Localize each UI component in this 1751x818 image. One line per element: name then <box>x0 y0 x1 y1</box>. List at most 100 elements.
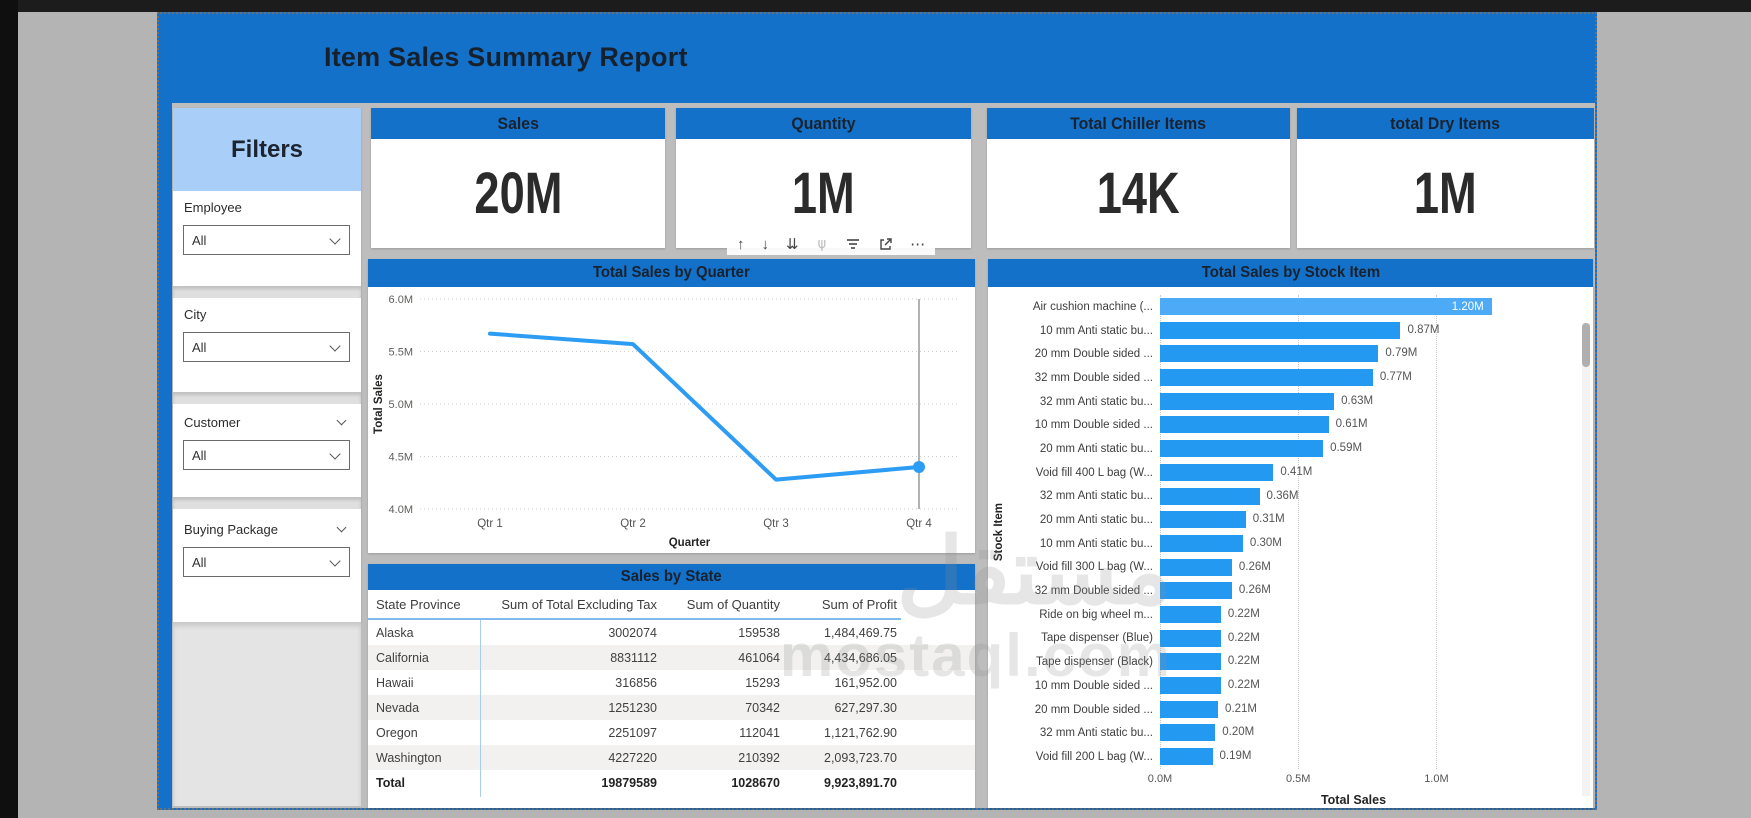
drill-up-icon[interactable]: ↑ <box>737 235 745 253</box>
kpi-card-quantity: Quantity 1M <box>676 108 971 248</box>
bar[interactable] <box>1160 534 1243 552</box>
table-row[interactable]: Oregon 2251097 112041 1,121,762.90 <box>368 720 975 745</box>
go-to-next-level-icon[interactable]: ⇊ <box>786 235 799 253</box>
slicer-label-city: City <box>184 307 207 322</box>
column-header-sum-of-profit[interactable]: Sum of Profit <box>821 596 897 612</box>
line-y-axis-title: Total Sales <box>373 374 385 434</box>
table-row[interactable]: Washington 4227220 210392 2,093,723.70 <box>368 745 975 770</box>
dropdown-value: All <box>192 447 207 463</box>
bar-category-label: Void fill 400 L bag (W... <box>1035 466 1153 479</box>
bar[interactable] <box>1160 629 1221 647</box>
chevron-down-icon <box>329 448 341 460</box>
bar[interactable] <box>1160 487 1260 505</box>
table-cell: 8831112 <box>610 650 657 665</box>
drill-down-icon[interactable]: ↓ <box>761 235 770 253</box>
bar[interactable] <box>1160 558 1232 576</box>
bar[interactable] <box>1160 369 1373 387</box>
bar-value-label: 0.19M <box>1219 750 1252 763</box>
kpi-value-text: 20M <box>473 161 562 226</box>
table-row[interactable]: Nevada 1251230 70342 627,297.30 <box>368 695 975 720</box>
data-point-marker[interactable] <box>913 461 925 473</box>
bar[interactable] <box>1160 392 1335 410</box>
bar-category-label: 20 mm Anti static bu... <box>1039 514 1153 527</box>
table-total-cell: Total <box>376 775 405 790</box>
kpi-title-bar: total Dry Items <box>1297 108 1594 139</box>
bar-chart-scrollbar[interactable] <box>1582 323 1590 796</box>
expand-all-levels-icon: ⋔ <box>815 235 829 253</box>
bar-row-32-mm-anti-static-bu: 32 mm Anti static bu... 0.20M <box>1010 721 1577 745</box>
kpi-card-total-chiller-items: Total Chiller Items 14K <box>987 108 1290 248</box>
table-row[interactable]: Hawaii 316856 15293 161,952.00 <box>368 670 975 695</box>
table-row[interactable]: California 8831112 461064 4,434,686.05 <box>368 645 975 670</box>
bar[interactable] <box>1160 582 1232 600</box>
dropdown-customer[interactable]: All <box>183 440 350 470</box>
table-column-separator <box>480 620 481 797</box>
report-canvas[interactable]: Item Sales Summary Report Filters Employ… <box>157 12 1597 810</box>
scrollbar-thumb[interactable] <box>1582 323 1590 367</box>
sales-line-series[interactable] <box>488 331 921 482</box>
table-row[interactable]: Alaska 3002074 159538 1,484,469.75 <box>368 620 975 645</box>
bar-value-label: 0.41M <box>1280 465 1313 478</box>
quarter-line-chart[interactable]: 4.0M 4.5M 5.0M 5.5M 6.0M Qtr 1 Qtr 2 Qtr 3 Qtr 4… <box>368 287 975 553</box>
dropdown-employee[interactable]: All <box>183 225 350 255</box>
focus-mode-icon[interactable] <box>878 237 893 252</box>
table-cell: 3002074 <box>608 625 657 640</box>
chevron-down-icon[interactable] <box>336 415 347 426</box>
dropdown-city[interactable]: All <box>183 332 350 362</box>
kpi-title-bar: Quantity <box>676 108 971 139</box>
dropdown-buying-package[interactable]: All <box>183 547 350 577</box>
y-tick-label: 5.5M <box>389 347 413 359</box>
bar-track: 0.79M <box>1160 342 1547 366</box>
bar-category-label: 32 mm Anti static bu... <box>1039 727 1153 740</box>
bar[interactable] <box>1160 321 1401 339</box>
bar[interactable] <box>1160 511 1246 529</box>
bar[interactable] <box>1160 345 1379 363</box>
bar-row-20-mm-anti-static-bu: 20 mm Anti static bu... 0.31M <box>1010 508 1577 532</box>
y-tick-label: 4.0M <box>389 504 413 516</box>
column-header-sum-of-quantity[interactable]: Sum of Quantity <box>686 596 780 612</box>
table-total-cell: 9,923,891.70 <box>824 775 897 790</box>
bar[interactable] <box>1160 748 1213 766</box>
total-sales-by-stock-item-card: Total Sales by Stock Item Stock Item Air… <box>988 259 1593 808</box>
bar[interactable] <box>1160 677 1221 694</box>
bar[interactable] <box>1160 724 1216 742</box>
bar[interactable] <box>1160 463 1274 481</box>
bar-category-label: 20 mm Double sided ... <box>1034 348 1153 361</box>
kpi-value-text: 14K <box>1097 161 1180 226</box>
column-header-sum-of-total-excluding-tax[interactable]: Sum of Total Excluding Tax <box>501 596 657 612</box>
bar-track: 0.31M <box>1160 508 1547 532</box>
table-cell: 159538 <box>738 625 780 640</box>
bar-row-void-fill-200-l-bag-w: Void fill 200 L bag (W... 0.19M <box>1010 745 1577 769</box>
column-header-state-province[interactable]: State Province <box>376 596 461 612</box>
kpi-value: 1M <box>1297 139 1594 248</box>
bar-x-tick-label: 1.0M <box>1424 773 1449 785</box>
bar-category-label: Ride on big wheel m... <box>1039 608 1153 621</box>
filters-panel: Filters Employee All City All Customer All Buy… <box>173 108 361 622</box>
bar[interactable] <box>1160 653 1221 671</box>
bar[interactable] <box>1160 416 1329 434</box>
bar-value-label: 0.77M <box>1379 371 1412 384</box>
table-cell: Alaska <box>376 625 414 640</box>
bar-category-label: 20 mm Double sided ... <box>1034 703 1153 716</box>
chevron-down-icon[interactable] <box>336 522 347 533</box>
bar-track: 0.59M <box>1160 437 1547 461</box>
bar-track: 0.61M <box>1160 413 1547 437</box>
bar[interactable] <box>1160 700 1219 718</box>
bar-category-label: 20 mm Anti static bu... <box>1039 442 1153 455</box>
bar-row-32-mm-double-sided: 32 mm Double sided ... 0.77M <box>1010 366 1577 390</box>
bar[interactable] <box>1160 605 1221 623</box>
bar[interactable] <box>1160 440 1324 458</box>
more-options-icon[interactable]: ⋯ <box>910 235 926 253</box>
filter-icon[interactable] <box>845 237 861 251</box>
table-cell: 4,434,686.05 <box>824 650 897 665</box>
bar-chart-title: Total Sales by Stock Item <box>1201 264 1380 281</box>
bar-track: 0.87M <box>1160 319 1547 343</box>
bar-track: 0.22M <box>1160 674 1547 698</box>
bar[interactable]: 1.20M <box>1160 298 1492 315</box>
bar-value-label: 0.26M <box>1238 584 1271 597</box>
bar-category-label: 10 mm Anti static bu... <box>1039 324 1153 337</box>
bar-track: 0.19M <box>1160 745 1547 769</box>
bar-category-label: 32 mm Anti static bu... <box>1039 490 1153 503</box>
bar-row-void-fill-300-l-bag-w: Void fill 300 L bag (W... 0.26M <box>1010 556 1577 580</box>
x-gridline <box>1436 295 1438 769</box>
